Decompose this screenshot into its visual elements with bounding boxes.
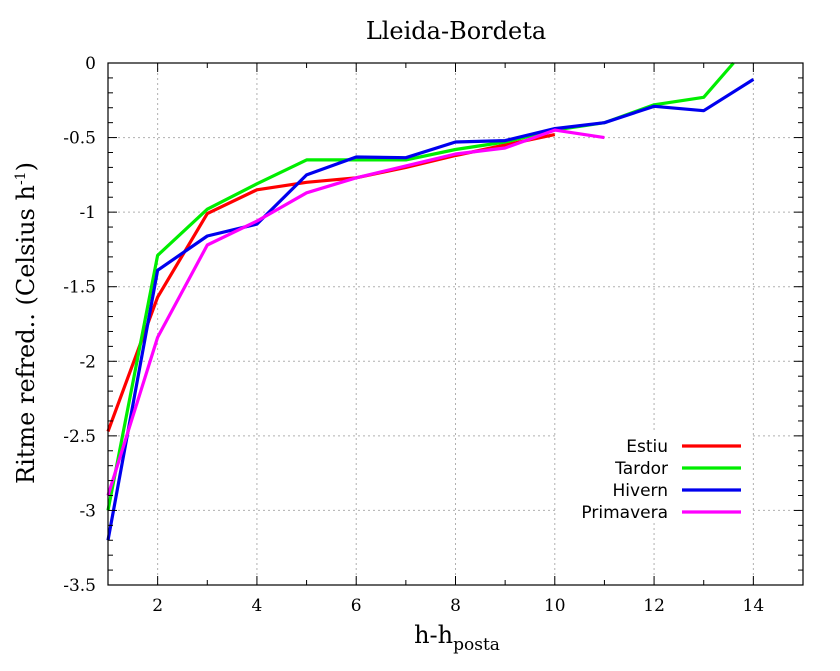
y-tick-label: 0	[85, 54, 96, 74]
tick-layer: 2 4 6 8 10 12 14 0 -0.5 -1 -1.5 -2 -2.5 -3 -3.5	[63, 54, 804, 616]
y-axis-label-sup: -1	[13, 171, 29, 185]
grid-layer	[108, 63, 803, 585]
series-line-primavera	[106, 128, 605, 496]
x-axis-label-main: h-h	[414, 621, 453, 649]
legend-label: Primavera	[581, 503, 668, 523]
x-tick-label: 2	[152, 596, 163, 616]
y-tick-label: -2	[79, 352, 96, 372]
y-axis-label-main: Ritme refred.. (Celsius h	[12, 185, 40, 484]
x-axis-label: h-hposta	[414, 621, 500, 655]
legend-label: Hivern	[613, 481, 669, 501]
x-tick-label: 6	[351, 596, 362, 616]
series-layer	[106, 61, 755, 541]
legend-label: Tardor	[614, 459, 668, 479]
x-tick-label: 12	[643, 596, 665, 616]
legend-label: Estiu	[626, 437, 668, 457]
y-axis-label-end: )	[12, 162, 40, 171]
y-tick-label: -1	[79, 203, 96, 223]
x-tick-label: 8	[450, 596, 461, 616]
series-line-estiu	[106, 133, 556, 432]
y-axis-label: Ritme refred.. (Celsius h-1)	[12, 162, 40, 484]
x-tick-label: 10	[544, 596, 566, 616]
x-tick-label: 4	[252, 596, 263, 616]
x-axis-label-sub: posta	[453, 635, 500, 655]
y-tick-label: -1.5	[63, 278, 96, 298]
y-tick-label: -2.5	[63, 427, 96, 447]
y-tick-label: -3	[79, 501, 96, 521]
series-line-hivern	[106, 78, 755, 541]
chart-title: Lleida-Bordeta	[366, 17, 546, 45]
y-tick-label: -0.5	[63, 129, 96, 149]
x-tick-label: 14	[743, 596, 765, 616]
y-tick-label: -3.5	[63, 576, 96, 596]
